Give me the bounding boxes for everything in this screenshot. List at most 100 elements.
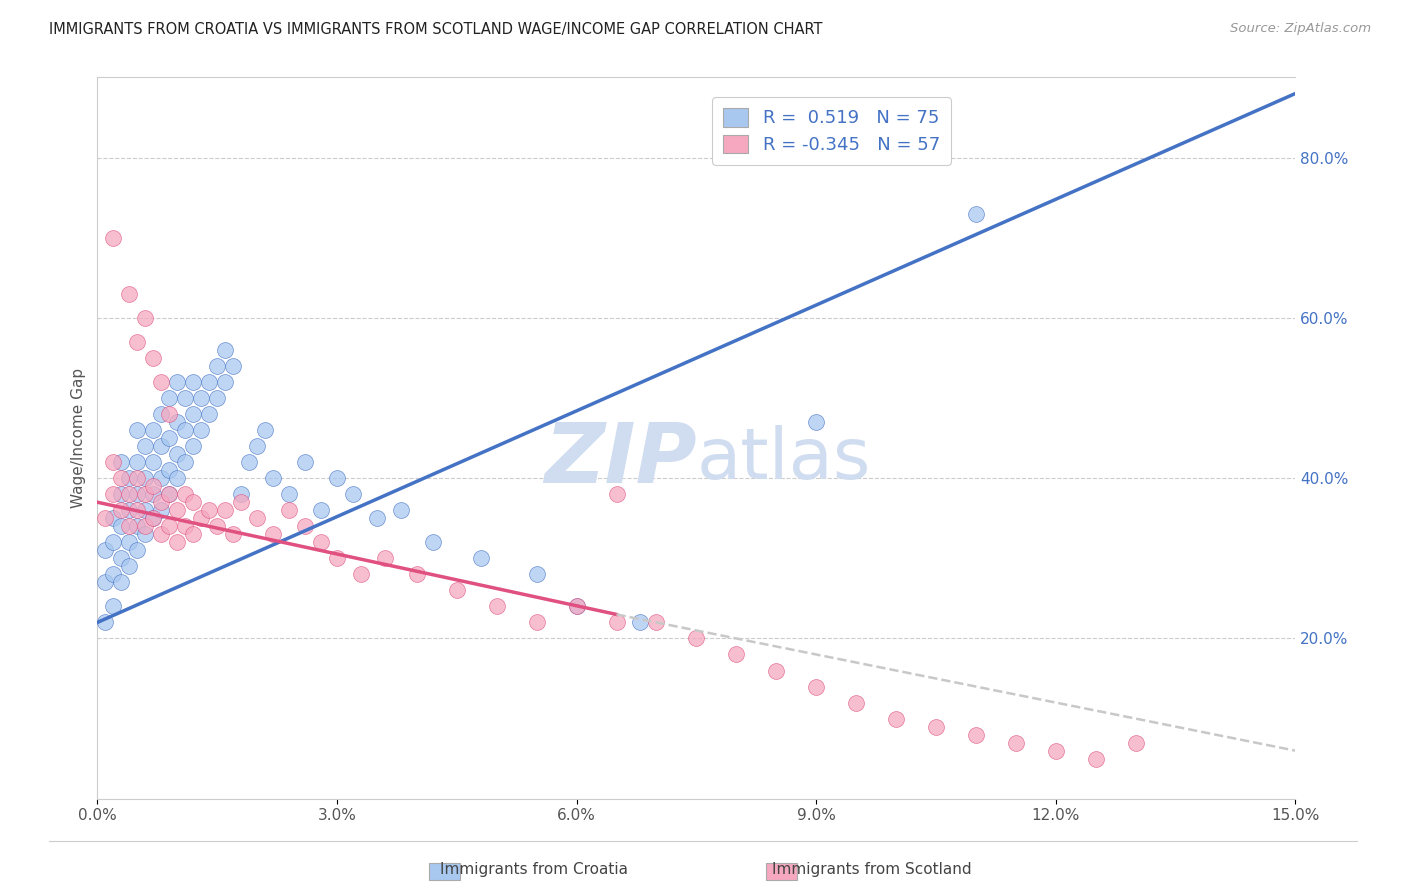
Point bbox=[157, 391, 180, 405]
Point bbox=[925, 720, 948, 734]
Point bbox=[190, 511, 212, 525]
Point bbox=[526, 567, 548, 582]
Point bbox=[278, 487, 301, 501]
Point bbox=[246, 439, 269, 453]
Point bbox=[470, 551, 492, 566]
Point bbox=[205, 519, 228, 533]
Point bbox=[526, 615, 548, 630]
Point bbox=[118, 559, 141, 574]
Point bbox=[294, 519, 316, 533]
Point bbox=[157, 463, 180, 477]
Point bbox=[366, 511, 388, 525]
Point bbox=[166, 535, 188, 549]
Point bbox=[110, 519, 132, 533]
Point bbox=[166, 447, 188, 461]
Point bbox=[884, 712, 907, 726]
Point bbox=[127, 519, 149, 533]
Point bbox=[127, 471, 149, 485]
Point bbox=[142, 479, 165, 493]
Point bbox=[118, 519, 141, 533]
Text: Immigrants from Croatia: Immigrants from Croatia bbox=[440, 863, 628, 877]
Point bbox=[174, 519, 197, 533]
Point bbox=[110, 455, 132, 469]
Point bbox=[229, 495, 252, 509]
Point bbox=[142, 511, 165, 525]
Point bbox=[157, 487, 180, 501]
Point bbox=[118, 487, 141, 501]
Point bbox=[485, 599, 508, 614]
Point bbox=[134, 310, 156, 325]
Point bbox=[174, 391, 197, 405]
Point bbox=[181, 439, 204, 453]
Point bbox=[214, 375, 236, 389]
Point bbox=[134, 487, 156, 501]
Point bbox=[190, 391, 212, 405]
Point bbox=[127, 503, 149, 517]
Point bbox=[1045, 744, 1067, 758]
Point bbox=[806, 680, 828, 694]
Point bbox=[326, 551, 349, 566]
Point bbox=[229, 487, 252, 501]
Point bbox=[198, 407, 221, 421]
Point bbox=[94, 575, 117, 590]
Point bbox=[174, 423, 197, 437]
Point bbox=[142, 511, 165, 525]
Point bbox=[127, 455, 149, 469]
Point bbox=[150, 375, 173, 389]
Point bbox=[134, 503, 156, 517]
Point bbox=[685, 632, 707, 646]
Point bbox=[309, 535, 332, 549]
Point bbox=[150, 471, 173, 485]
Text: Source: ZipAtlas.com: Source: ZipAtlas.com bbox=[1230, 22, 1371, 36]
Point bbox=[198, 503, 221, 517]
Point bbox=[157, 519, 180, 533]
Point bbox=[142, 455, 165, 469]
Point bbox=[134, 471, 156, 485]
Point bbox=[422, 535, 444, 549]
Point bbox=[262, 527, 284, 541]
Point bbox=[278, 503, 301, 517]
Point bbox=[174, 455, 197, 469]
Point bbox=[118, 535, 141, 549]
Point bbox=[181, 407, 204, 421]
Text: atlas: atlas bbox=[696, 425, 870, 494]
Point bbox=[166, 415, 188, 429]
Point bbox=[725, 648, 748, 662]
Point bbox=[389, 503, 412, 517]
Point bbox=[134, 439, 156, 453]
Point bbox=[565, 599, 588, 614]
Point bbox=[157, 431, 180, 445]
Point bbox=[205, 359, 228, 373]
Point bbox=[806, 415, 828, 429]
Point bbox=[157, 407, 180, 421]
Point bbox=[142, 351, 165, 365]
Point bbox=[181, 527, 204, 541]
Point bbox=[166, 471, 188, 485]
Point bbox=[134, 519, 156, 533]
Point bbox=[262, 471, 284, 485]
Text: Immigrants from Scotland: Immigrants from Scotland bbox=[772, 863, 972, 877]
Point bbox=[374, 551, 396, 566]
Point bbox=[350, 567, 373, 582]
Point bbox=[134, 527, 156, 541]
Point bbox=[142, 487, 165, 501]
Point bbox=[1084, 752, 1107, 766]
Point bbox=[94, 543, 117, 558]
Point bbox=[238, 455, 260, 469]
Point bbox=[150, 495, 173, 509]
Point bbox=[174, 487, 197, 501]
Point bbox=[254, 423, 277, 437]
Point bbox=[965, 728, 987, 742]
Point bbox=[405, 567, 427, 582]
Point bbox=[103, 455, 125, 469]
Point bbox=[246, 511, 269, 525]
Point bbox=[181, 495, 204, 509]
Point bbox=[645, 615, 668, 630]
Point bbox=[110, 551, 132, 566]
Point bbox=[342, 487, 364, 501]
Point bbox=[103, 231, 125, 245]
Point bbox=[157, 487, 180, 501]
Point bbox=[214, 503, 236, 517]
Point bbox=[110, 471, 132, 485]
Point bbox=[110, 503, 132, 517]
